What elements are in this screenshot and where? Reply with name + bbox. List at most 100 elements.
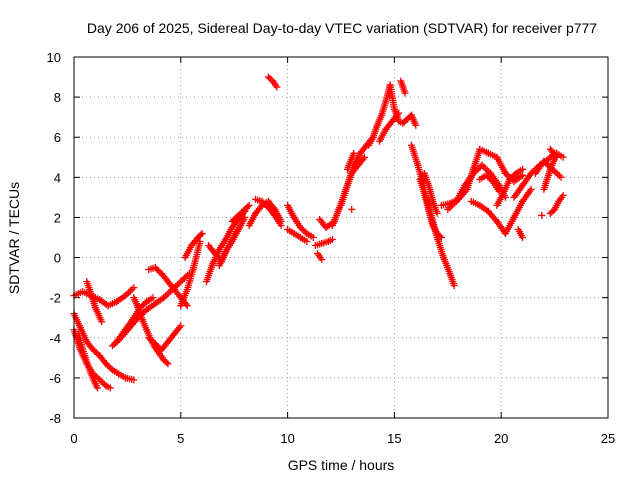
data-point [165,289,173,297]
data-point [149,294,157,302]
data-point [559,191,567,199]
data-point [552,169,560,177]
data-point [150,338,158,346]
chart-title: Day 206 of 2025, Sidereal Day-to-day VTE… [87,20,597,36]
data-point [393,111,401,119]
series-track-34 [420,169,441,217]
data-point [296,223,304,231]
data-point [478,161,486,169]
data-point [481,165,489,173]
series-track-29 [365,81,420,149]
data-point [96,376,104,384]
x-tick-label: 15 [387,431,401,446]
data-point [436,232,444,240]
series-track-27 [343,149,358,173]
y-tick-label: 4 [54,170,61,185]
data-point [236,210,244,218]
data-point [509,172,517,180]
data-point [108,342,116,350]
x-tick-label: 10 [280,431,294,446]
data-point [484,173,492,181]
series-track-19 [264,73,281,91]
data-point [519,171,527,179]
data-point [93,384,101,392]
data-point [228,217,236,225]
data-point [301,228,309,236]
x-tick-label: 5 [177,431,184,446]
data-point [141,299,149,307]
series-track-10 [145,264,191,310]
data-point [241,213,249,221]
x-axis-label: GPS time / hours [288,457,395,473]
series-track-20 [284,201,317,241]
data-point [519,165,527,173]
data-point [100,380,108,388]
data-point [130,376,138,384]
data-point [197,231,205,239]
series-track-39 [493,165,527,209]
series-track-5 [83,278,106,326]
data-point [230,216,238,224]
series-track-16 [228,201,253,225]
series-track-18 [252,195,285,229]
data-point [359,155,367,163]
data-point [487,176,495,184]
x-tick-label: 25 [601,431,615,446]
data-point [348,205,356,213]
series-track-9 [145,322,185,354]
data-point [412,121,420,129]
series-track-42 [531,157,565,181]
data-point [401,89,409,97]
series-track-31 [397,77,409,97]
data-point [553,153,561,161]
data-point [261,200,269,208]
data-point [175,279,183,287]
data-point [506,175,514,183]
data-point [433,209,441,217]
data-point [104,361,112,369]
series-track-11 [177,238,204,310]
series-track-30 [375,109,403,145]
data-point [179,276,187,284]
data-point [91,347,99,355]
data-point [238,208,246,216]
data-point [102,360,110,368]
data-point [527,185,535,193]
series-track-38 [476,171,503,195]
data-point [538,211,546,219]
series-track-28 [348,205,356,213]
data-point [300,226,308,234]
data-point [559,153,567,161]
data-point [483,166,491,174]
series-track-24 [314,250,326,264]
data-point [233,213,241,221]
series-track-3 [74,330,101,392]
data-point [98,318,106,326]
data-point [485,174,493,182]
grid-lines [74,57,608,418]
series-track-36 [444,161,509,213]
data-point [92,349,100,357]
data-point [164,360,172,368]
data-point [99,379,107,387]
data-point [89,346,97,354]
series-track-44 [546,191,567,217]
data-point [146,335,154,343]
data-point [511,171,519,179]
data-point [395,109,403,117]
data-point [153,341,161,349]
y-tick-label: -6 [49,371,61,386]
data-point [139,301,147,309]
y-tick-label: 0 [54,251,61,266]
data-point [105,363,113,371]
y-tick-label: -2 [49,291,61,306]
data-point [97,377,105,385]
y-tick-label: 6 [54,130,61,145]
data-point [163,290,171,298]
y-axis-label: SDTVAR / TECUs [6,182,22,294]
plot-frame [73,56,609,419]
data-point [153,265,161,273]
data-point [145,334,153,342]
